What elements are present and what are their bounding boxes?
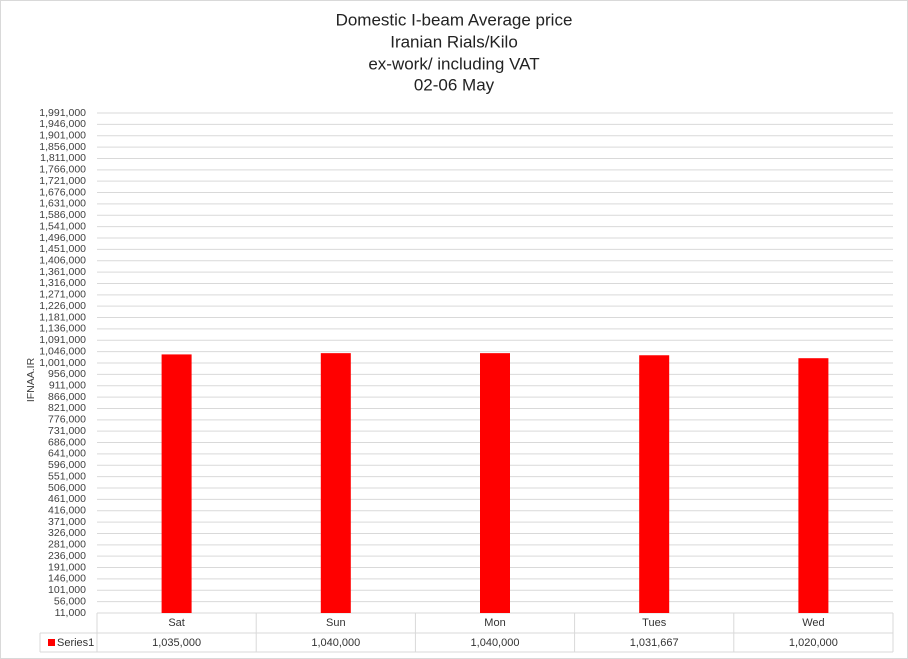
y-tick-label: 101,000 [48, 584, 86, 596]
x-tick-label: Sat [168, 617, 185, 629]
y-tick-label: 1,676,000 [39, 186, 86, 198]
y-tick-label: 956,000 [48, 368, 86, 380]
y-tick-label: 56,000 [54, 595, 86, 607]
x-tick-label: Mon [484, 617, 505, 629]
y-tick-label: 1,046,000 [39, 345, 86, 357]
y-tick-label: 1,991,000 [39, 107, 86, 119]
data-table-value: 1,035,000 [152, 637, 201, 649]
y-tick-label: 866,000 [48, 391, 86, 403]
y-tick-label: 776,000 [48, 414, 86, 426]
legend-entry: Series1 [57, 637, 94, 649]
x-tick-label: Sun [326, 617, 346, 629]
y-tick-label: 146,000 [48, 573, 86, 585]
y-tick-label: 1,721,000 [39, 175, 86, 187]
y-tick-label: 1,541,000 [39, 220, 86, 232]
y-tick-label: 1,181,000 [39, 311, 86, 323]
y-tick-label: 461,000 [48, 493, 86, 505]
legend-marker [48, 639, 55, 646]
y-tick-label: 326,000 [48, 527, 86, 539]
y-tick-label: 1,586,000 [39, 209, 86, 221]
y-tick-label: 1,271,000 [39, 289, 86, 301]
y-tick-label: 686,000 [48, 436, 86, 448]
y-tick-label: 1,496,000 [39, 232, 86, 244]
y-tick-label: 11,000 [55, 607, 86, 619]
y-tick-label: 1,856,000 [39, 141, 86, 153]
y-tick-label: 1,136,000 [39, 323, 86, 335]
data-table-value: 1,040,000 [311, 637, 360, 649]
y-tick-label: 1,001,000 [39, 357, 86, 369]
data-table-value: 1,020,000 [789, 637, 838, 649]
y-tick-label: 1,406,000 [39, 255, 86, 267]
data-table-value: 1,031,667 [630, 637, 679, 649]
y-tick-label: 641,000 [48, 448, 86, 460]
y-tick-label: 281,000 [48, 539, 86, 551]
data-table-value: 1,040,000 [471, 637, 520, 649]
bar [798, 358, 829, 613]
x-tick-label: Tues [642, 617, 667, 629]
chart-subtitle: ex-work/ including VAT [368, 54, 539, 73]
y-tick-label: 371,000 [48, 516, 86, 528]
y-tick-label: 596,000 [48, 459, 86, 471]
y-tick-label: 1,766,000 [39, 164, 86, 176]
y-tick-label: 416,000 [48, 505, 86, 517]
y-tick-label: 821,000 [48, 402, 86, 414]
y-axis-label: IFNAA.IR [25, 357, 37, 402]
y-tick-label: 1,811,000 [40, 152, 86, 164]
y-tick-label: 1,226,000 [39, 300, 86, 312]
y-tick-label: 1,316,000 [39, 277, 86, 289]
y-tick-label: 731,000 [48, 425, 86, 437]
bar [161, 354, 192, 613]
y-tick-label: 1,946,000 [39, 118, 86, 130]
y-tick-label: 1,091,000 [39, 334, 86, 346]
y-tick-label: 1,361,000 [39, 266, 86, 278]
y-tick-label: 1,631,000 [39, 198, 86, 210]
x-tick-label: Wed [802, 617, 824, 629]
chart-subtitle: 02-06 May [414, 75, 495, 94]
bar [639, 355, 670, 613]
chart-subtitle: Iranian Rials/Kilo [390, 32, 518, 51]
bar [320, 353, 351, 613]
y-tick-label: 1,451,000 [39, 243, 86, 255]
y-tick-label: 911,000 [49, 380, 86, 392]
bar [480, 353, 510, 613]
y-tick-label: 506,000 [48, 482, 86, 494]
y-tick-label: 191,000 [48, 561, 86, 573]
y-tick-label: 551,000 [48, 470, 86, 482]
y-tick-label: 236,000 [48, 550, 86, 562]
chart-title: Domestic I-beam Average price [336, 10, 573, 29]
y-tick-label: 1,901,000 [39, 130, 86, 142]
